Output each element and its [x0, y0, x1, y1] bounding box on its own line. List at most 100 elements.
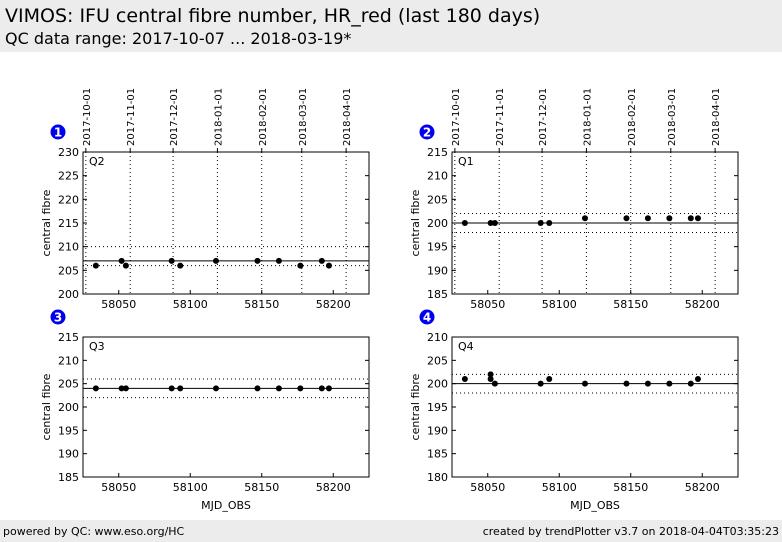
y-tick-label: 210 — [58, 354, 79, 367]
data-point — [461, 376, 468, 382]
data-point — [122, 262, 129, 269]
data-point — [325, 262, 332, 269]
data-point — [581, 215, 588, 222]
data-point — [254, 385, 261, 392]
panel-number-badge — [419, 309, 435, 325]
y-tick-label: 215 — [58, 331, 79, 344]
y-axis-label: central fibre — [40, 189, 53, 256]
x-tick-label: 58200 — [685, 298, 720, 311]
data-point — [687, 380, 694, 387]
date-tick-label: 2018-02-01 — [627, 88, 638, 146]
x-tick-label: 58150 — [244, 481, 279, 494]
data-point — [491, 220, 498, 226]
data-point — [487, 371, 494, 378]
panel-label: Q3 — [89, 340, 105, 353]
data-point — [666, 380, 673, 387]
x-axis-label: MJD_OBS — [570, 499, 620, 512]
data-point — [275, 257, 282, 264]
data-point — [644, 215, 651, 222]
x-axis-label: MJD_OBS — [201, 499, 251, 512]
y-axis-label: central fibre — [40, 373, 53, 440]
plot-frame — [451, 336, 739, 478]
data-point — [325, 385, 332, 392]
panel-number: 4 — [423, 311, 431, 325]
header-bar: VIMOS: IFU central fibre number, HR_red … — [0, 0, 782, 52]
data-point — [318, 385, 325, 392]
plots-area: 2017-10-01 2017-11-01 2017-12-01 2018-01-01… — [40, 88, 739, 512]
data-point — [177, 385, 184, 392]
y-tick-label: 205 — [58, 378, 79, 391]
y-axis-label: central fibre — [409, 373, 422, 440]
date-tick-label: 2018-04-01 — [711, 88, 722, 146]
footer-credit: powered by QC: www.eso.org/HC — [3, 525, 185, 538]
data-point — [92, 385, 99, 392]
date-tick-label: 2018-01-01 — [582, 88, 593, 146]
date-tick-label: 2017-11-01 — [126, 88, 137, 146]
data-point — [275, 385, 282, 392]
y-tick-label: 210 — [427, 170, 448, 183]
y-tick-label: 185 — [58, 471, 79, 484]
x-tick-label: 58150 — [613, 298, 648, 311]
x-tick-label: 58200 — [316, 298, 351, 311]
panel-number-badge — [50, 309, 66, 325]
y-tick-label: 190 — [427, 424, 448, 437]
data-point — [581, 380, 588, 387]
data-point — [297, 385, 304, 392]
x-tick-label: 58050 — [470, 481, 505, 494]
y-tick-label: 200 — [427, 378, 448, 391]
y-tick-label: 220 — [58, 193, 79, 206]
y-tick-label: 210 — [427, 331, 448, 344]
date-tick-label: 2017-11-01 — [495, 88, 506, 146]
data-point — [168, 257, 175, 264]
x-tick-label: 58100 — [542, 481, 577, 494]
y-tick-label: 200 — [58, 401, 79, 414]
date-tick-label: 2018-03-01 — [298, 88, 309, 146]
y-tick-label: 200 — [427, 217, 448, 230]
date-tick-label: 2018-02-01 — [258, 88, 269, 146]
y-tick-label: 205 — [427, 193, 448, 206]
x-tick-label: 58100 — [173, 298, 208, 311]
y-tick-label: 230 — [58, 146, 79, 159]
y-tick-label: 195 — [427, 401, 448, 414]
y-tick-label: 195 — [427, 241, 448, 254]
data-point — [687, 215, 694, 222]
data-point — [122, 385, 129, 392]
plot-frame — [82, 151, 370, 295]
data-point — [623, 380, 630, 387]
date-tick-label: 2018-03-01 — [667, 88, 678, 146]
data-point — [694, 215, 701, 222]
panel-label: Q1 — [458, 155, 474, 168]
date-tick-label: 2017-12-01 — [538, 88, 549, 146]
y-tick-label: 195 — [58, 424, 79, 437]
data-point — [537, 380, 544, 387]
y-tick-label: 210 — [58, 241, 79, 254]
data-point — [623, 215, 630, 222]
data-point — [644, 380, 651, 387]
x-tick-label: 58050 — [101, 298, 136, 311]
y-tick-label: 215 — [58, 217, 79, 230]
data-point — [177, 262, 184, 269]
x-tick-label: 58050 — [101, 481, 136, 494]
footer-bar: powered by QC: www.eso.org/HC created by… — [0, 520, 782, 542]
data-point — [318, 257, 325, 264]
data-point — [487, 376, 494, 382]
x-tick-label: 58100 — [542, 298, 577, 311]
y-tick-label: 190 — [58, 448, 79, 461]
chart-panel-4: 180 185 190 195 200 205 210 58050 58100 58150 5820… — [409, 309, 739, 512]
page-subtitle: QC data range: 2017-10-07 ... 2018-03-19… — [5, 29, 352, 48]
x-tick-label: 58200 — [316, 481, 351, 494]
data-point — [694, 376, 701, 382]
data-point — [118, 257, 125, 264]
data-point — [461, 220, 468, 226]
x-tick-label: 58150 — [613, 481, 648, 494]
y-tick-label: 215 — [427, 146, 448, 159]
data-point — [537, 220, 544, 226]
data-point — [92, 262, 99, 269]
date-tick-label: 2018-01-01 — [213, 88, 224, 146]
y-tick-label: 200 — [58, 288, 79, 301]
data-point — [666, 215, 673, 222]
y-tick-label: 185 — [427, 448, 448, 461]
chart-panel-3: 185 190 195 200 205 210 215 58050 58100 58150 5820… — [40, 309, 370, 512]
y-tick-label: 205 — [58, 264, 79, 277]
x-tick-label: 58050 — [470, 298, 505, 311]
